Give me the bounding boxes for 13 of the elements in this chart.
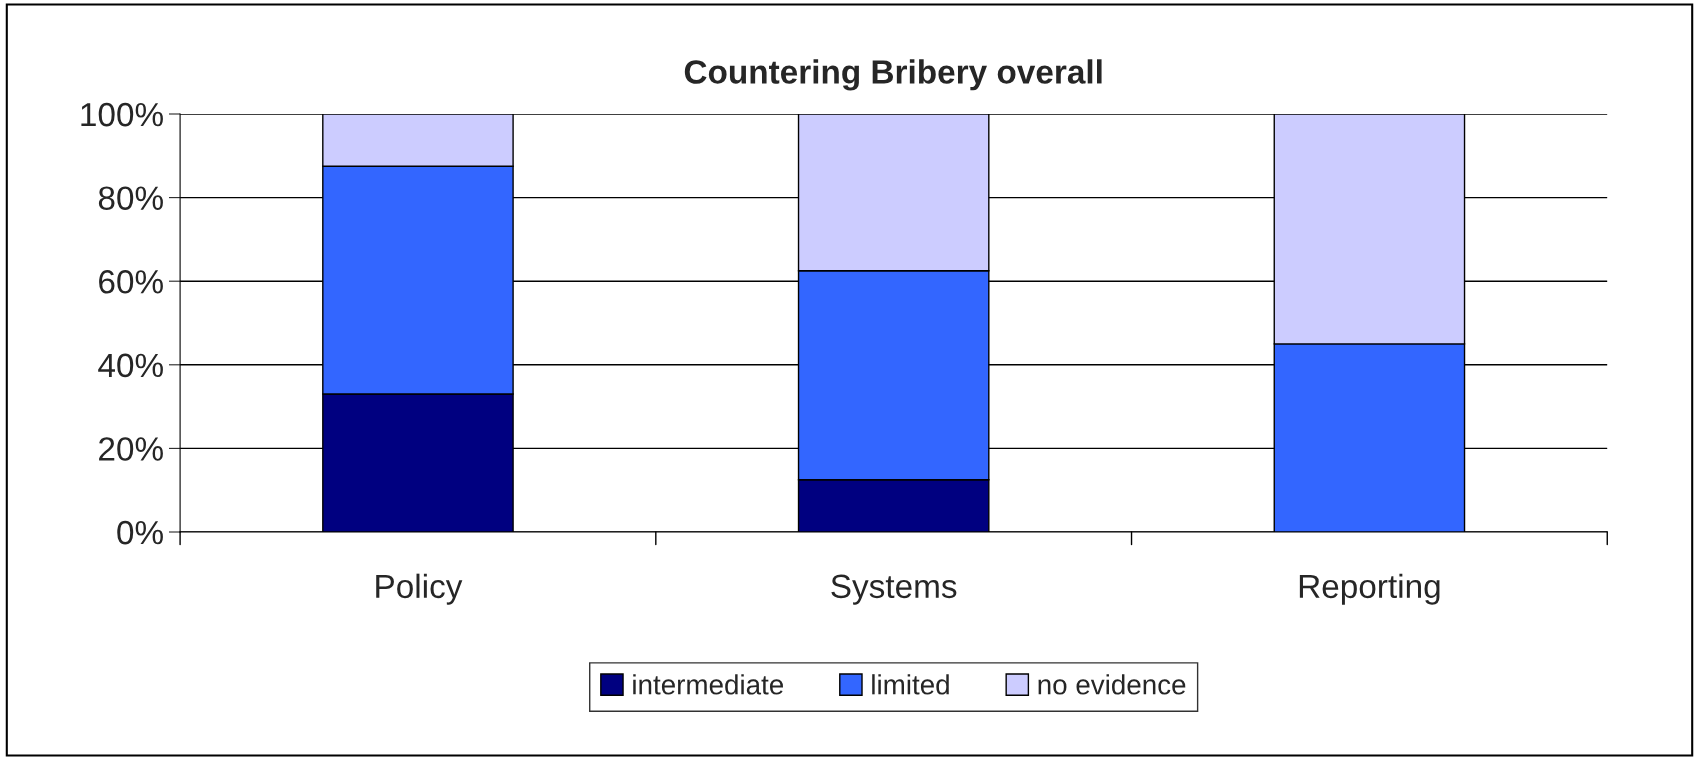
y-tick-label: 100% — [81, 102, 163, 127]
legend-label: limited — [872, 674, 949, 695]
chart-title: Countering Bribery overall — [684, 59, 1102, 91]
y-tick-label: 40% — [98, 353, 163, 378]
y-tick-label: 20% — [99, 437, 163, 461]
x-tick-label: Reporting — [1299, 573, 1440, 605]
x-tick-label: Policy — [376, 573, 463, 605]
y-tick-label: 80% — [98, 186, 163, 211]
y-tick-label: 0% — [117, 520, 163, 545]
legend-label: intermediate — [633, 674, 784, 695]
x-tick-label: Systems — [831, 574, 957, 605]
legend-label: no evidence — [1038, 674, 1186, 695]
y-tick-label: 60% — [99, 270, 163, 294]
